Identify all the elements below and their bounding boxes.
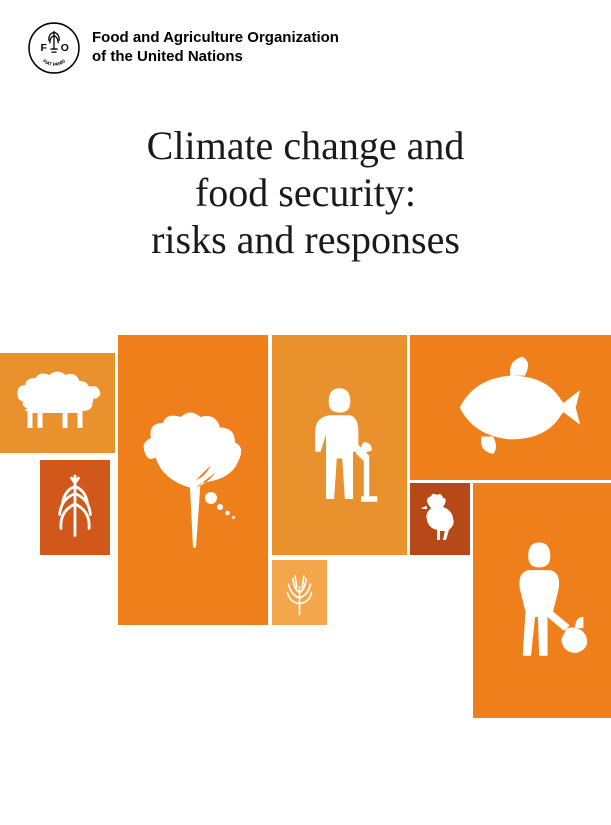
tile-fish xyxy=(410,335,611,480)
sheep-icon xyxy=(0,353,115,453)
header: F O FIAT PANIS Food and Agriculture Orga… xyxy=(0,0,611,74)
org-line-1: Food and Agriculture Organization xyxy=(92,29,339,48)
tree-icon xyxy=(118,335,268,625)
org-line-2: of the United Nations xyxy=(92,48,339,67)
fao-logo: F O FIAT PANIS xyxy=(28,22,80,74)
tile-rooster xyxy=(410,483,470,555)
corn-icon xyxy=(40,460,110,555)
gardener-icon xyxy=(473,483,611,718)
title-line-3: risks and responses xyxy=(40,216,571,263)
tile-grass xyxy=(272,560,327,625)
document-title: Climate change and food security: risks … xyxy=(0,122,611,264)
title-line-2: food security: xyxy=(40,169,571,216)
organization-name: Food and Agriculture Organization of the… xyxy=(92,29,339,67)
title-line-1: Climate change and xyxy=(40,122,571,169)
svg-text:FIAT PANIS: FIAT PANIS xyxy=(42,58,66,67)
grass-icon xyxy=(272,560,327,625)
tile-sheep xyxy=(0,353,115,453)
farmer-icon xyxy=(272,335,407,555)
tile-gardener xyxy=(473,483,611,718)
cover-illustration xyxy=(0,335,611,735)
tile-farmer xyxy=(272,335,407,555)
tile-tree xyxy=(118,335,268,625)
fish-icon xyxy=(410,335,611,480)
tile-corn xyxy=(40,460,110,555)
svg-text:F: F xyxy=(40,43,46,54)
svg-text:O: O xyxy=(61,43,69,54)
rooster-icon xyxy=(410,483,470,555)
